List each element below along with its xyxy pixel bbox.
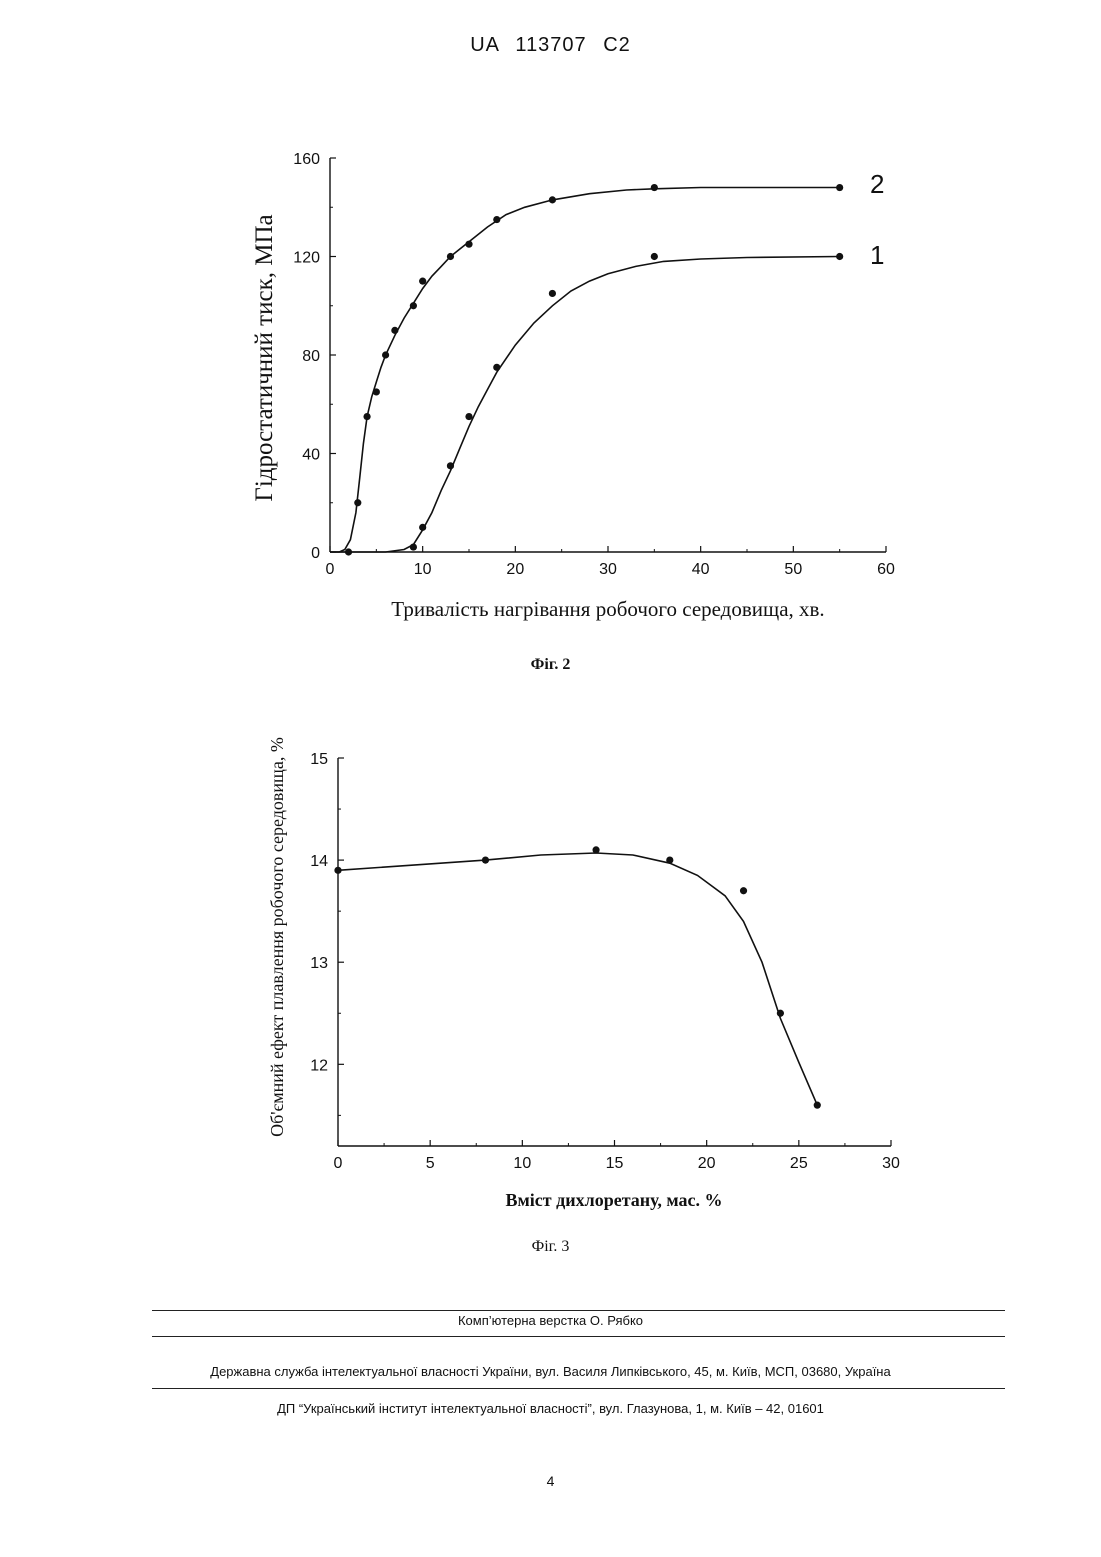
- fig2-data-point: [836, 184, 843, 191]
- figure-3-chart: 0 5 10 15 20 25 30 12 13 14 15 Вміст дихлоретану, …: [0, 690, 1101, 1230]
- fig3-data-point: [592, 846, 599, 853]
- fig2-data-point: [836, 253, 843, 260]
- fig3-x-tick-label: 20: [698, 1155, 716, 1172]
- footer-rule-top: [152, 1310, 1005, 1311]
- fig2-y-tick-label: 120: [293, 250, 320, 267]
- fig3-x-tick-label: 15: [606, 1155, 624, 1172]
- fig3-x-tick-label: 0: [334, 1155, 343, 1172]
- fig2-curve-1: [330, 257, 840, 553]
- figure-2-axes: 0 10 20 30 40 50 60 0 40 80 120 160: [293, 151, 895, 578]
- fig2-data-point: [549, 196, 556, 203]
- fig3-y-tick-label: 14: [310, 853, 328, 870]
- fig2-x-tick-label: 0: [326, 561, 335, 578]
- fig2-x-tick-label: 40: [692, 561, 710, 578]
- figure-2-curve-label-2: 2: [870, 169, 884, 199]
- fig2-x-tick-label: 60: [877, 561, 895, 578]
- fig3-data-point: [777, 1010, 784, 1017]
- fig2-data-point: [447, 253, 454, 260]
- fig2-data-point: [493, 216, 500, 223]
- page-number: 4: [0, 1473, 1101, 1489]
- fig2-data-point: [382, 351, 389, 358]
- figure-2-curve-label-1: 1: [870, 240, 884, 270]
- fig3-data-point: [482, 857, 489, 864]
- footer-rule-middle: [152, 1336, 1005, 1337]
- fig2-data-point: [465, 241, 472, 248]
- fig3-y-tick-label: 12: [310, 1057, 328, 1074]
- ip-service-address: Державна служба інтелектуальної власност…: [0, 1364, 1101, 1379]
- fig2-x-tick-label: 20: [506, 561, 524, 578]
- patent-number-header: UA 113707 C2: [0, 34, 1101, 57]
- fig2-x-tick-label: 50: [784, 561, 802, 578]
- fig2-data-point: [493, 364, 500, 371]
- figure-2-x-axis-title: Тривалість нагрівання робочого середовищ…: [391, 597, 824, 621]
- ip-institute-address: ДП “Український інститут інтелектуальної…: [0, 1401, 1101, 1416]
- fig3-data-point: [814, 1102, 821, 1109]
- fig2-data-point: [549, 290, 556, 297]
- footer-rule-bottom: [152, 1388, 1005, 1389]
- layout-credit: Комп’ютерна верстка О. Рябко: [0, 1313, 1101, 1328]
- fig2-curve-2: [330, 188, 840, 553]
- fig3-y-tick-label: 15: [310, 751, 328, 768]
- figure-2-y-axis-title: Гідростатичний тиск, МПа: [251, 214, 278, 501]
- figure-2-chart: 0 10 20 30 40 50 60 0 40 80 120 160 Тривалість нагр…: [0, 130, 1101, 650]
- fig2-y-tick-label: 160: [293, 151, 320, 168]
- fig3-x-tick-label: 10: [513, 1155, 531, 1172]
- figure-3-x-axis-title: Вміст дихлоретану, мас. %: [506, 1190, 723, 1210]
- fig2-data-point: [651, 253, 658, 260]
- fig3-data-point: [666, 857, 673, 864]
- figure-2-series: [330, 184, 843, 556]
- fig2-data-point: [410, 302, 417, 309]
- fig2-data-point: [465, 413, 472, 420]
- fig3-y-tick-label: 13: [310, 955, 328, 972]
- fig2-data-point: [410, 543, 417, 550]
- fig3-x-tick-label: 25: [790, 1155, 808, 1172]
- fig2-data-point: [419, 278, 426, 285]
- fig2-y-tick-label: 0: [311, 545, 320, 562]
- fig2-data-point: [373, 388, 380, 395]
- figure-3-y-axis-title: Об'ємний ефект плавлення робочого середо…: [267, 737, 287, 1137]
- fig2-y-tick-label: 40: [302, 447, 320, 464]
- fig3-data-point: [740, 887, 747, 894]
- fig3-x-tick-label: 5: [426, 1155, 435, 1172]
- fig2-data-point: [354, 499, 361, 506]
- figure-3-caption: Фіг. 3: [0, 1238, 1101, 1256]
- fig2-data-point: [447, 462, 454, 469]
- fig2-data-point: [419, 524, 426, 531]
- figure-3-axes: 0 5 10 15 20 25 30 12 13 14 15: [310, 751, 900, 1172]
- fig2-x-tick-label: 10: [414, 561, 432, 578]
- fig3-x-tick-label: 30: [882, 1155, 900, 1172]
- figure-2-caption: Фіг. 2: [0, 656, 1101, 674]
- fig2-y-tick-label: 80: [302, 348, 320, 365]
- fig2-data-point: [345, 548, 352, 555]
- fig2-data-point: [391, 327, 398, 334]
- fig3-data-point: [334, 867, 341, 874]
- fig2-x-tick-label: 30: [599, 561, 617, 578]
- figure-3-series: [334, 846, 820, 1108]
- fig2-data-point: [651, 184, 658, 191]
- fig2-data-point: [363, 413, 370, 420]
